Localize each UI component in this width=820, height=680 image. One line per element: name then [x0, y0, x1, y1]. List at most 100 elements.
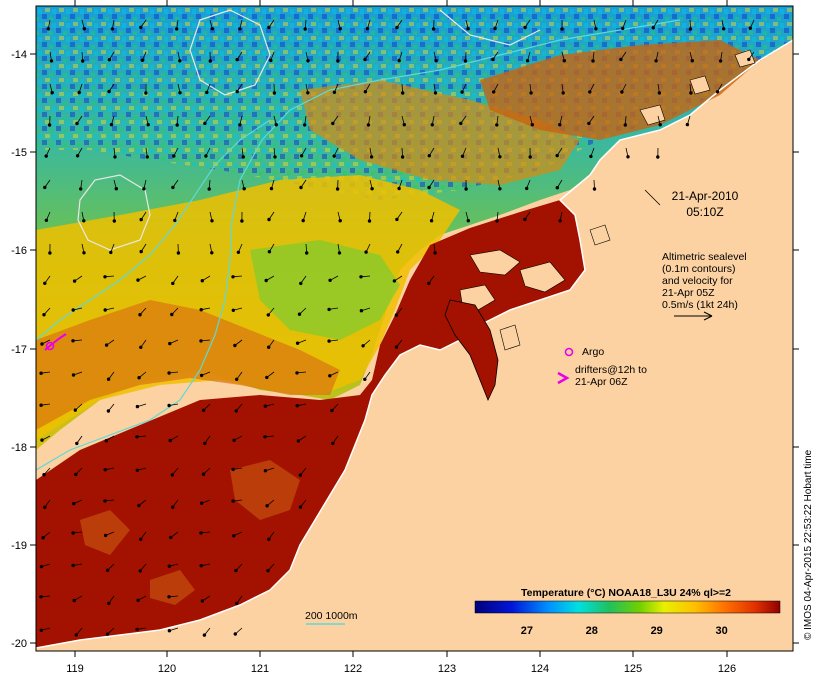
lon-label-120: 120: [158, 663, 176, 675]
velocity-scale-arrowhead-icon: [703, 311, 713, 321]
velocity-arrowhead: [588, 90, 592, 94]
velocity-arrowhead: [142, 187, 146, 191]
velocity-arrowhead: [656, 155, 660, 159]
lat-label-16: -16: [11, 245, 27, 257]
colorbar-tick-label: 28: [586, 625, 598, 637]
velocity-arrowhead: [463, 59, 468, 63]
velocity-arrowhead: [460, 154, 465, 158]
velocity-arrowhead: [337, 251, 342, 255]
velocity-arrowhead: [299, 281, 303, 286]
velocity-arrowhead: [525, 59, 530, 63]
velocity-arrowhead: [658, 122, 662, 127]
velocity-arrowhead: [72, 501, 76, 506]
velocity-arrowhead: [241, 155, 245, 159]
velocity-arrowhead: [199, 373, 204, 378]
velocity-arrowhead: [114, 186, 118, 191]
colorbar-tick-label: 29: [651, 625, 663, 637]
velocity-arrowhead: [466, 218, 470, 223]
lon-label-126: 126: [718, 663, 736, 675]
velocity-arrowhead: [42, 313, 46, 317]
velocity-arrowhead: [82, 219, 86, 223]
lon-ticks: [74, 0, 728, 657]
ocean-coastal-speckle: [80, 460, 300, 605]
velocity-arrowhead: [295, 341, 300, 345]
velocity-arrowhead: [558, 122, 562, 127]
velocity-arrowhead: [332, 90, 337, 94]
velocity-arrowhead: [171, 185, 175, 190]
velocity-arrowhead: [205, 90, 209, 95]
velocity-arrowhead: [529, 91, 533, 95]
velocity-arrowhead: [397, 58, 401, 63]
velocity-arrowhead: [498, 155, 502, 159]
velocity-arrowhead: [434, 59, 438, 63]
velocity-arrowhead: [167, 403, 171, 408]
velocity-arrowhead: [327, 307, 331, 312]
velocity-arrowhead: [330, 408, 334, 413]
velocity-arrowhead: [145, 155, 149, 159]
velocity-arrowhead: [135, 627, 139, 632]
velocity-arrowhead: [272, 91, 277, 95]
velocity-arrowhead: [106, 409, 111, 413]
lon-label-121: 121: [251, 663, 269, 675]
velocity-arrowhead: [235, 89, 239, 94]
velocity-arrowhead: [267, 537, 271, 541]
velocity-arrowhead: [40, 438, 44, 442]
sealevel-contour-1: [77, 174, 151, 251]
velocity-arrowhead: [238, 27, 242, 31]
velocity-arrowhead: [295, 404, 299, 408]
colorbar-ticks: 27 28 29 30: [521, 625, 728, 637]
velocity-arrowhead: [427, 153, 431, 158]
velocity-arrowhead: [201, 472, 206, 476]
velocity-arrowhead: [210, 27, 214, 31]
velocity-arrowhead: [331, 441, 335, 446]
velocity-arrowhead: [328, 278, 332, 282]
velocity-arrowhead: [297, 312, 302, 316]
velocity-arrowhead: [174, 27, 179, 31]
velocity-arrowhead: [232, 534, 236, 538]
velocity-arrowhead: [429, 218, 434, 223]
velocity-arrowhead: [73, 408, 77, 412]
velocity-arrowhead: [105, 632, 110, 636]
velocity-arrowhead: [71, 308, 75, 312]
velocity-arrowhead: [233, 632, 237, 636]
velocity-arrowhead: [139, 217, 143, 222]
velocity-arrowhead: [718, 59, 723, 63]
velocity-arrowhead: [232, 438, 236, 442]
velocity-arrowhead: [39, 564, 44, 569]
velocity-arrowhead: [199, 308, 203, 312]
velocity-arrowhead: [231, 467, 235, 472]
velocity-arrowhead: [103, 468, 107, 472]
velocity-arrowhead: [71, 373, 76, 377]
velocity-arrowhead: [303, 123, 307, 127]
velocity-arrowhead: [50, 90, 54, 95]
velocity-arrowhead: [199, 564, 203, 568]
velocity-arrowhead: [103, 308, 107, 312]
velocity-arrowhead: [589, 154, 593, 159]
velocity-arrowhead: [234, 409, 238, 413]
velocity-arrowhead: [107, 58, 112, 62]
velocity-arrowhead: [139, 25, 143, 30]
colorbar-title: Temperature (°C) NOAA18_L3U 24% ql>=2: [521, 587, 731, 599]
velocity-arrowhead: [146, 122, 150, 127]
velocity-arrowhead: [199, 531, 203, 535]
colorbar: [474, 600, 781, 614]
velocity-arrowhead: [460, 90, 464, 94]
velocity-arrowhead: [690, 59, 694, 63]
velocity-arrowhead: [109, 250, 113, 255]
velocity-arrowhead: [43, 281, 47, 285]
velocity-arrowhead: [138, 569, 142, 573]
depth-legend-label: 200 1000m: [305, 610, 358, 622]
drifters-label-1: drifters@12h to: [575, 364, 647, 376]
velocity-arrowhead: [178, 59, 182, 63]
velocity-arrowhead: [39, 371, 43, 375]
velocity-arrowhead: [135, 404, 140, 409]
velocity-arrowhead: [748, 26, 752, 30]
velocity-arrowhead: [144, 91, 148, 95]
velocity-arrowhead: [274, 122, 278, 127]
velocity-arrowhead: [74, 633, 78, 637]
velocity-arrowhead: [359, 309, 364, 313]
velocity-arrowhead: [267, 345, 271, 349]
velocity-arrowhead: [269, 58, 273, 63]
velocity-arrowhead: [306, 91, 310, 95]
